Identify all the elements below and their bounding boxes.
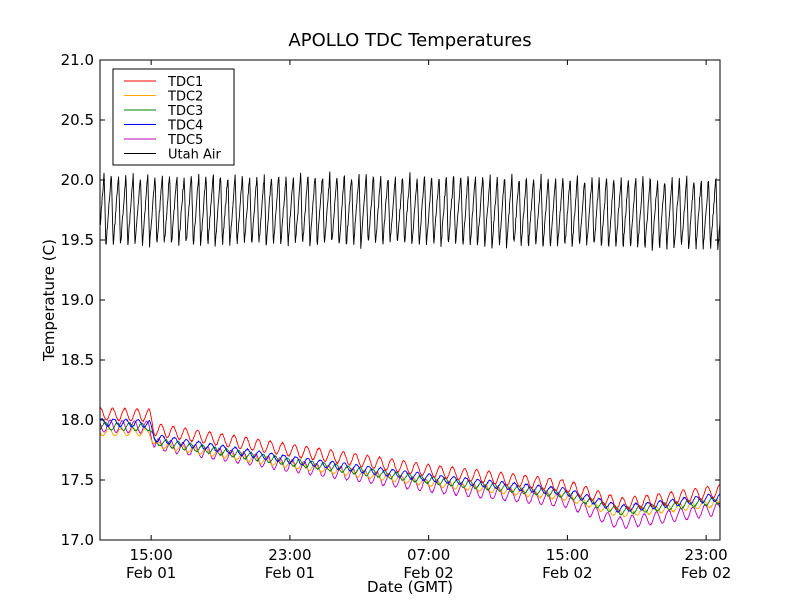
legend-label-tdc2: TDC2 <box>167 90 203 105</box>
legend-label-tdc5: TDC5 <box>167 133 203 148</box>
x-tick-label-date: Feb 02 <box>403 564 453 582</box>
y-tick-label: 19.5 <box>61 231 94 249</box>
x-tick-label-time: 23:00 <box>685 546 728 564</box>
series-line-tdc3 <box>99 420 721 516</box>
y-tick-label: 19.0 <box>61 291 94 309</box>
axes-frame <box>99 59 721 541</box>
series-line-tdc4 <box>99 417 721 513</box>
series-line-utah-air <box>99 171 721 251</box>
y-tick-label: 17.5 <box>61 471 94 489</box>
legend-label-tdc1: TDC1 <box>167 75 203 90</box>
y-tick-label: 21.0 <box>61 51 94 69</box>
x-tick-label-time: 07:00 <box>407 546 450 564</box>
chart-title: APOLLO TDC Temperatures <box>288 30 531 51</box>
legend-box <box>112 68 235 166</box>
series-line-tdc1 <box>99 406 721 511</box>
y-tick-label: 17.0 <box>61 531 94 549</box>
x-tick-label-date: Feb 01 <box>126 564 176 582</box>
y-axis: 17.0 17.5 18.0 18.5 19.0 19.5 20.0 20.5 21.0 <box>61 51 720 549</box>
series-line-tdc5 <box>99 419 721 530</box>
x-tick-label-date: Feb 02 <box>542 564 592 582</box>
y-tick-label: 20.5 <box>61 111 94 129</box>
x-tick-label-date: Feb 01 <box>265 564 315 582</box>
x-axis-label: Date (GMT) <box>367 578 453 596</box>
x-tick-label-time: 23:00 <box>268 546 311 564</box>
y-tick-label: 18.5 <box>61 351 94 369</box>
y-axis-label: Temperature (C) <box>40 239 58 362</box>
legend-label-tdc3: TDC3 <box>167 104 203 119</box>
x-tick-label-time: 15:00 <box>130 546 173 564</box>
y-tick-label: 18.0 <box>61 411 94 429</box>
plot-area <box>99 171 721 530</box>
legend-label-tdc4: TDC4 <box>167 119 203 134</box>
y-tick-label: 20.0 <box>61 171 94 189</box>
legend-label-utah-air: Utah Air <box>168 148 221 163</box>
x-tick-label-date: Feb 02 <box>681 564 731 582</box>
x-tick-label-time: 15:00 <box>546 546 589 564</box>
